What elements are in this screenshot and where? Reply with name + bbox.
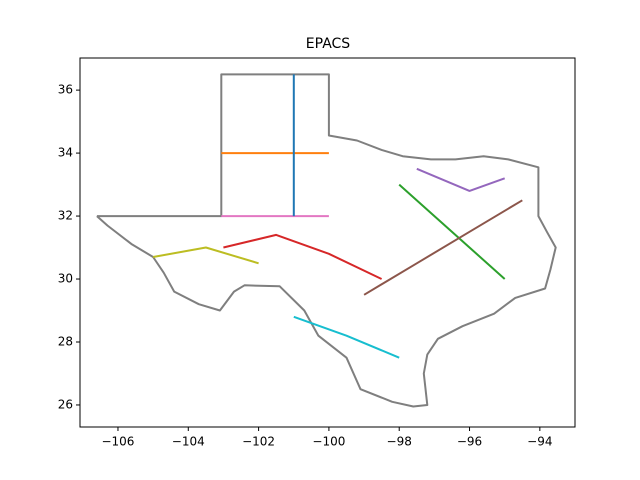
y-tick-label: 34 [58,146,73,160]
x-tick-label: −100 [312,435,345,449]
boundary-line [398,183,506,280]
y-tick-label: 28 [58,334,73,348]
boundary-line [293,315,400,359]
boundary-line [416,167,506,192]
x-tick-label: −98 [387,435,412,449]
x-tick-label: −94 [527,435,552,449]
boundary-line [152,246,259,265]
x-tick-label: −102 [242,435,275,449]
x-tick-label: −106 [101,435,134,449]
y-tick-label: 32 [58,209,73,223]
boundary-line [223,233,383,280]
boundary-line [96,73,557,408]
x-tick-label: −104 [172,435,205,449]
x-tick-label: −96 [457,435,482,449]
plot-frame [79,57,576,428]
y-tick-label: 36 [58,83,73,97]
boundary-line [363,199,523,296]
chart-title: EPACS [306,36,350,52]
y-tick-label: 26 [58,397,73,411]
y-tick-label: 30 [58,272,73,286]
